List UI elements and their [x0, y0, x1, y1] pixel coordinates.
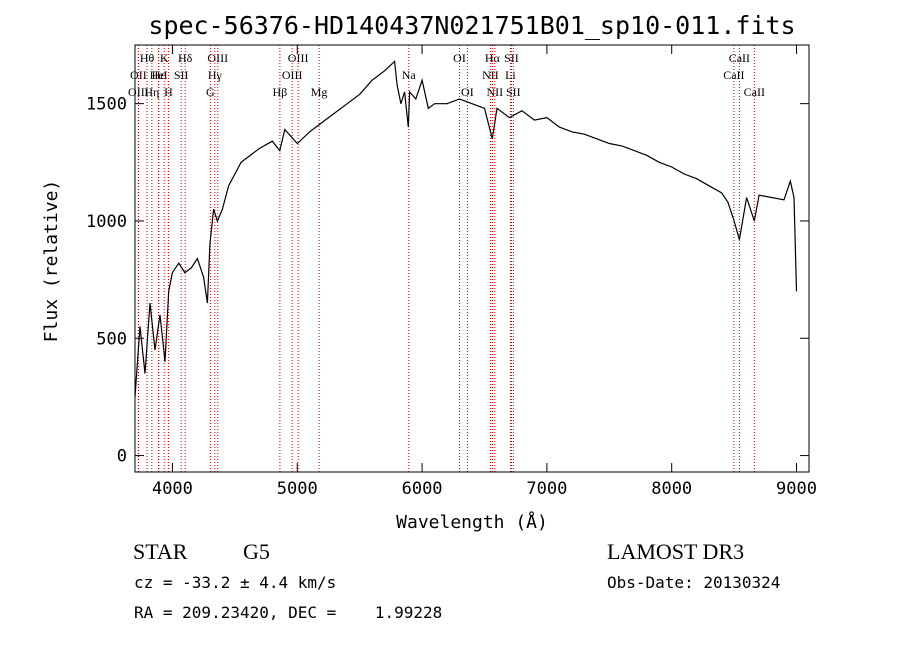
- line-marker-label: CaII: [729, 51, 750, 65]
- y-tick-label: 500: [96, 329, 127, 349]
- object-subclass: G5: [243, 539, 270, 564]
- line-marker-label: Hγ: [208, 68, 223, 82]
- line-marker-label: Hη: [144, 85, 159, 99]
- line-marker-label: Hθ: [140, 51, 155, 65]
- chart-title: spec-56376-HD140437N021751B01_sp10-011.f…: [148, 11, 795, 40]
- x-tick-label: 5000: [277, 479, 318, 499]
- line-marker-label: NII: [482, 68, 499, 82]
- coordinates: RA = 209.23420, DEC = 1.99228: [134, 603, 443, 622]
- line-marker-label: Li: [505, 68, 516, 82]
- line-marker-label: Hα: [485, 51, 501, 65]
- x-tick-label: 4000: [152, 479, 193, 499]
- line-marker-label: OIII: [288, 51, 309, 65]
- line-marker-label: OI: [453, 51, 466, 65]
- line-marker-label: Mg: [311, 85, 328, 99]
- line-marker-label: OIII: [282, 68, 303, 82]
- line-marker-label: CaII: [744, 85, 765, 99]
- line-marker-label: SII: [506, 85, 521, 99]
- x-tick-label: 8000: [651, 479, 692, 499]
- line-marker-label: OIII: [128, 85, 149, 99]
- line-marker-label: SII: [504, 51, 519, 65]
- line-marker-label: HeI: [150, 68, 168, 82]
- line-marker-label: NII: [487, 85, 504, 99]
- object-class: STAR: [133, 539, 188, 564]
- plot-frame: [134, 44, 810, 473]
- line-marker-label: OI: [461, 85, 474, 99]
- redshift-info: cz = -33.2 ± 4.4 km/s: [134, 573, 337, 592]
- line-marker-label: Hδ: [178, 51, 193, 65]
- line-marker-label: Hβ: [273, 85, 288, 99]
- x-tick-label: 7000: [526, 479, 567, 499]
- y-tick-label: 1000: [86, 212, 127, 232]
- x-tick-label: 6000: [402, 479, 443, 499]
- survey-name: LAMOST DR3: [607, 539, 745, 564]
- line-marker-label: OIII: [207, 51, 228, 65]
- line-marker-label: K: [160, 51, 169, 65]
- y-tick-label: 0: [117, 447, 127, 467]
- line-marker-label: G: [206, 85, 215, 99]
- spectrum-line: [134, 60, 798, 397]
- line-marker-label: H: [164, 85, 173, 99]
- y-tick-label: 1500: [86, 95, 127, 115]
- observation-date: Obs-Date: 20130324: [607, 573, 781, 592]
- x-tick-label: 9000: [776, 479, 817, 499]
- line-marker-label: CaII: [723, 68, 744, 82]
- x-axis-label: Wavelength (Å): [396, 511, 548, 533]
- line-marker-label: SII: [174, 68, 189, 82]
- y-axis-label: Flux (relative): [41, 180, 62, 343]
- line-marker-label: Na: [402, 68, 417, 82]
